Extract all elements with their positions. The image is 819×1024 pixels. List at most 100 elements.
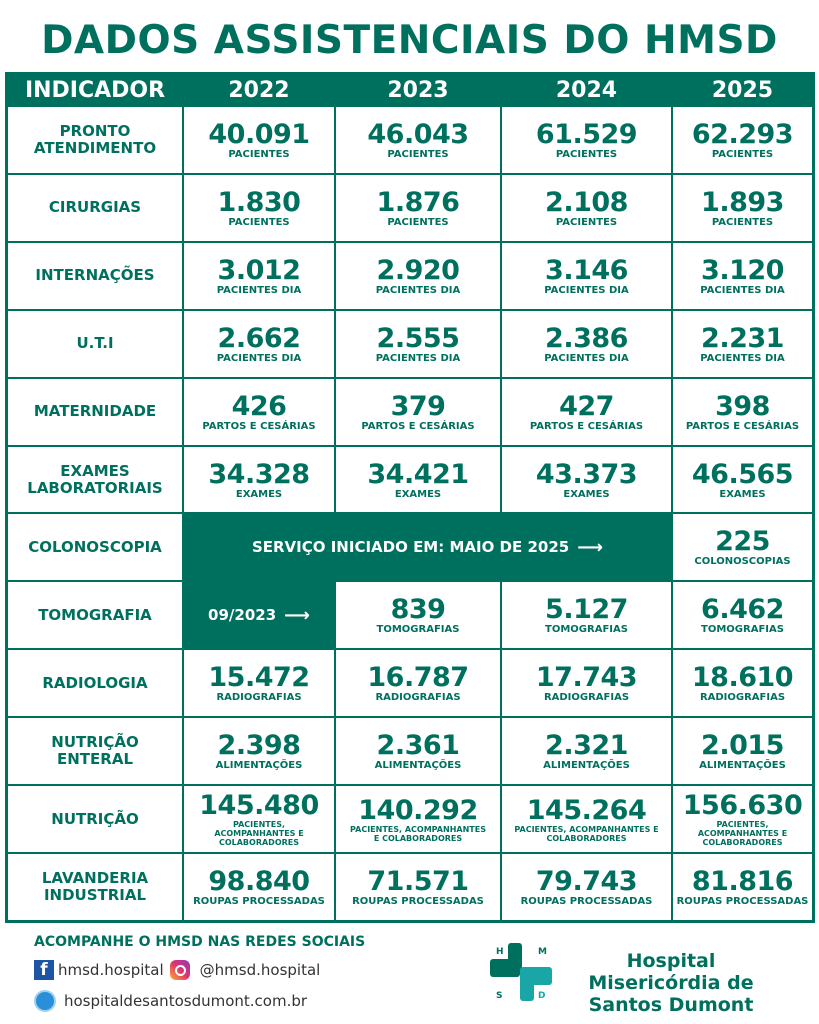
value-cell: 3.120 PACIENTES DIA <box>673 242 812 309</box>
value-number: 79.743 <box>535 866 638 898</box>
value-cell: 2.555 PACIENTES DIA <box>336 310 500 377</box>
value-cell: 71.571 ROUPAS PROCESSADAS <box>336 854 500 920</box>
value-number: 17.743 <box>535 662 638 694</box>
value-cell: 1.830 PACIENTES <box>184 174 334 241</box>
value-number: 140.292 <box>358 794 478 826</box>
indicator-name: INTERNAÇÕES <box>35 266 155 285</box>
indicator-label: TOMOGRAFIA <box>8 582 182 649</box>
value-cell: 1.876 PACIENTES <box>336 174 500 241</box>
value-cell: 2.386 PACIENTES DIA <box>502 310 671 377</box>
value-number: 145.480 <box>199 790 319 822</box>
value-cell: 98.840 ROUPAS PROCESSADAS <box>184 854 334 920</box>
value-unit: PACIENTES, ACOMPANHANTES E COLABORADORES <box>697 820 788 848</box>
value-cell: 1.893 PACIENTES <box>673 174 812 241</box>
value-unit: ROUPAS PROCESSADAS <box>193 896 325 908</box>
value-number: 46.565 <box>691 458 794 490</box>
value-unit: PACIENTES <box>711 216 774 228</box>
value-unit: PACIENTES <box>228 216 290 228</box>
value-number: 98.840 <box>208 866 310 898</box>
value-unit: EXAMES <box>719 488 766 500</box>
value-cell: 2.662 PACIENTES DIA <box>184 310 334 377</box>
value-cell: 145.264 PACIENTES, ACOMPANHANTES E COLABO… <box>502 786 671 853</box>
value-cell: 2.361 ALIMENTAÇÕES <box>336 718 500 785</box>
svg-text:M: M <box>538 947 547 957</box>
note-text: 09/2023 <box>208 606 277 625</box>
value-number: 15.472 <box>208 662 310 694</box>
indicator-name: COLONOSCOPIA <box>28 537 162 556</box>
svg-text:D: D <box>538 991 545 1001</box>
value-cell: 225 COLONOSCOPIAS <box>673 514 812 581</box>
value-number: 145.264 <box>526 794 647 826</box>
indicator-label: RADIOLOGIA <box>8 650 182 717</box>
value-cell: 839 TOMOGRAFIAS <box>336 582 500 649</box>
value-number: 1.893 <box>701 186 784 218</box>
value-unit: TOMOGRAFIAS <box>545 624 628 636</box>
value-cell: 140.292 PACIENTES, ACOMPANHANTES E COLABO… <box>336 786 500 853</box>
value-number: 398 <box>715 390 770 422</box>
value-unit: ROUPAS PROCESSADAS <box>520 896 653 908</box>
value-number: 2.361 <box>376 730 460 762</box>
value-number: 18.610 <box>691 662 794 694</box>
value-cell: 145.480 PACIENTES, ACOMPANHANTES E COLABO… <box>184 786 334 853</box>
indicator-name: U.T.I <box>76 334 114 353</box>
value-cell: 18.610 RADIOGRAFIAS <box>673 650 812 717</box>
value-cell: 379 PARTOS E CESÁRIAS <box>336 378 500 445</box>
value-number: 2.231 <box>701 322 784 354</box>
value-unit: RADIOGRAFIAS <box>699 692 786 704</box>
value-cell: 427 PARTOS E CESÁRIAS <box>502 378 671 445</box>
value-number: 379 <box>390 390 446 422</box>
instagram-link[interactable]: @hmsd.hospital <box>199 961 321 979</box>
value-number: 3.012 <box>217 254 301 286</box>
value-unit: PARTOS E CESÁRIAS <box>202 420 316 432</box>
facebook-link[interactable]: hmsd.hospital <box>58 961 164 979</box>
indicator-name: RADIOLOGIA <box>42 673 148 692</box>
value-unit: PACIENTES <box>555 148 618 160</box>
instagram-icon <box>169 960 190 980</box>
value-unit: ALIMENTAÇÕES <box>374 760 462 772</box>
value-cell: 3.146 PACIENTES DIA <box>502 242 671 309</box>
value-cell: 16.787 RADIOGRAFIAS <box>336 650 500 717</box>
value-cell: 2.398 ALIMENTAÇÕES <box>184 718 334 785</box>
value-unit: PACIENTES DIA <box>700 284 785 296</box>
header-2025: 2025 <box>673 75 812 105</box>
value-unit: ROUPAS PROCESSADAS <box>676 896 809 908</box>
value-number: 156.630 <box>682 790 803 822</box>
value-cell: 81.816 ROUPAS PROCESSADAS <box>673 854 812 920</box>
value-unit: PACIENTES <box>555 216 618 228</box>
value-cell: 62.293 PACIENTES <box>673 107 812 173</box>
value-unit: PACIENTES <box>228 148 290 160</box>
value-unit: ROUPAS PROCESSADAS <box>352 896 484 908</box>
value-number: 839 <box>390 594 446 626</box>
indicator-name: TOMOGRAFIA <box>38 605 152 624</box>
indicator-label: INTERNAÇÕES <box>8 242 182 309</box>
arrow-right-icon: ⟶ <box>284 604 310 626</box>
value-number: 2.015 <box>701 730 784 762</box>
svg-text:S: S <box>496 991 502 1001</box>
header-2023: 2023 <box>336 75 500 105</box>
value-cell: 426 PARTOS E CESÁRIAS <box>184 378 334 445</box>
value-number: 3.146 <box>545 254 628 286</box>
value-unit: PACIENTES <box>387 148 449 160</box>
header-indicador: INDICADOR <box>8 75 182 105</box>
globe-icon <box>34 990 56 1012</box>
indicator-label: NUTRIÇÃO <box>8 786 182 853</box>
value-cell: 34.421 EXAMES <box>336 446 500 513</box>
value-number: 2.386 <box>545 322 628 354</box>
value-number: 225 <box>715 526 770 558</box>
value-cell: 40.091 PACIENTES <box>184 107 334 173</box>
value-cell: 2.108 PACIENTES <box>502 174 671 241</box>
value-number: 2.920 <box>376 254 460 286</box>
value-unit: PACIENTES, ACOMPANHANTES E COLABORADORES <box>214 820 304 848</box>
indicator-label: PRONTO ATENDIMENTO <box>8 107 182 173</box>
value-number: 34.421 <box>367 458 469 490</box>
value-number: 81.816 <box>691 866 794 898</box>
value-number: 16.787 <box>367 662 469 694</box>
value-number: 426 <box>231 390 287 422</box>
value-cell: 3.012 PACIENTES DIA <box>184 242 334 309</box>
website-link[interactable]: hospitaldesantosdumont.com.br <box>64 992 308 1010</box>
value-number: 62.293 <box>691 118 794 150</box>
value-unit: RADIOGRAFIAS <box>375 692 461 704</box>
value-cell: 2.321 ALIMENTAÇÕES <box>502 718 671 785</box>
data-table: INDICADOR 2022 2023 2024 2025 PRONTO ATENDIME… <box>5 72 815 923</box>
value-unit: RADIOGRAFIAS <box>543 692 630 704</box>
